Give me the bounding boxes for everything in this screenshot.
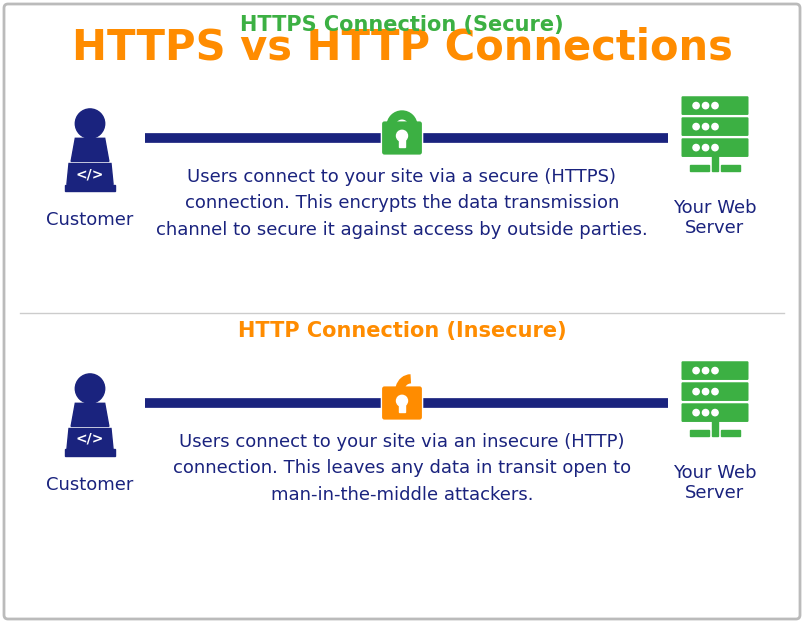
Polygon shape: [71, 138, 108, 161]
Circle shape: [75, 374, 104, 403]
Circle shape: [75, 109, 104, 138]
FancyBboxPatch shape: [381, 386, 422, 421]
Text: HTTPS vs HTTP Connections: HTTPS vs HTTP Connections: [71, 27, 732, 69]
Circle shape: [692, 368, 699, 374]
Bar: [711, 421, 717, 435]
Bar: [720, 430, 740, 435]
Circle shape: [702, 389, 707, 395]
FancyBboxPatch shape: [679, 137, 748, 158]
Bar: [399, 403, 404, 412]
Bar: [720, 166, 740, 171]
Circle shape: [711, 368, 717, 374]
FancyBboxPatch shape: [381, 121, 422, 155]
FancyBboxPatch shape: [4, 4, 799, 619]
Circle shape: [692, 102, 699, 109]
Polygon shape: [67, 163, 113, 184]
Circle shape: [396, 396, 407, 406]
Text: HTTP Connection (Insecure): HTTP Connection (Insecure): [238, 321, 565, 341]
Circle shape: [702, 102, 707, 109]
Bar: [689, 166, 707, 171]
Circle shape: [702, 123, 707, 130]
Polygon shape: [67, 429, 113, 450]
Bar: [65, 450, 115, 456]
Circle shape: [702, 145, 707, 151]
Bar: [399, 138, 404, 147]
FancyBboxPatch shape: [679, 381, 748, 402]
FancyBboxPatch shape: [679, 117, 748, 137]
FancyBboxPatch shape: [679, 360, 748, 381]
Text: Users connect to your site via a secure (HTTPS)
connection. This encrypts the da: Users connect to your site via a secure …: [156, 168, 647, 239]
Circle shape: [702, 368, 707, 374]
Circle shape: [396, 130, 407, 141]
Polygon shape: [71, 403, 108, 426]
Text: Users connect to your site via an insecure (HTTP)
connection. This leaves any da: Users connect to your site via an insecu…: [173, 433, 630, 504]
Circle shape: [711, 102, 717, 109]
Text: Customer: Customer: [47, 211, 133, 229]
Text: Customer: Customer: [47, 476, 133, 494]
Text: </>: </>: [75, 432, 104, 446]
Bar: [65, 184, 115, 191]
Circle shape: [711, 409, 717, 416]
Circle shape: [711, 123, 717, 130]
Circle shape: [692, 123, 699, 130]
Circle shape: [692, 145, 699, 151]
Text: Your Web
Server: Your Web Server: [672, 199, 756, 237]
Text: HTTPS Connection (Secure): HTTPS Connection (Secure): [240, 15, 563, 35]
Circle shape: [711, 145, 717, 151]
Circle shape: [692, 389, 699, 395]
Text: </>: </>: [75, 167, 104, 181]
Bar: [689, 430, 707, 435]
Bar: [711, 156, 717, 171]
FancyBboxPatch shape: [679, 402, 748, 423]
Circle shape: [702, 409, 707, 416]
FancyBboxPatch shape: [679, 95, 748, 116]
Circle shape: [711, 389, 717, 395]
Circle shape: [692, 409, 699, 416]
Text: Your Web
Server: Your Web Server: [672, 464, 756, 502]
